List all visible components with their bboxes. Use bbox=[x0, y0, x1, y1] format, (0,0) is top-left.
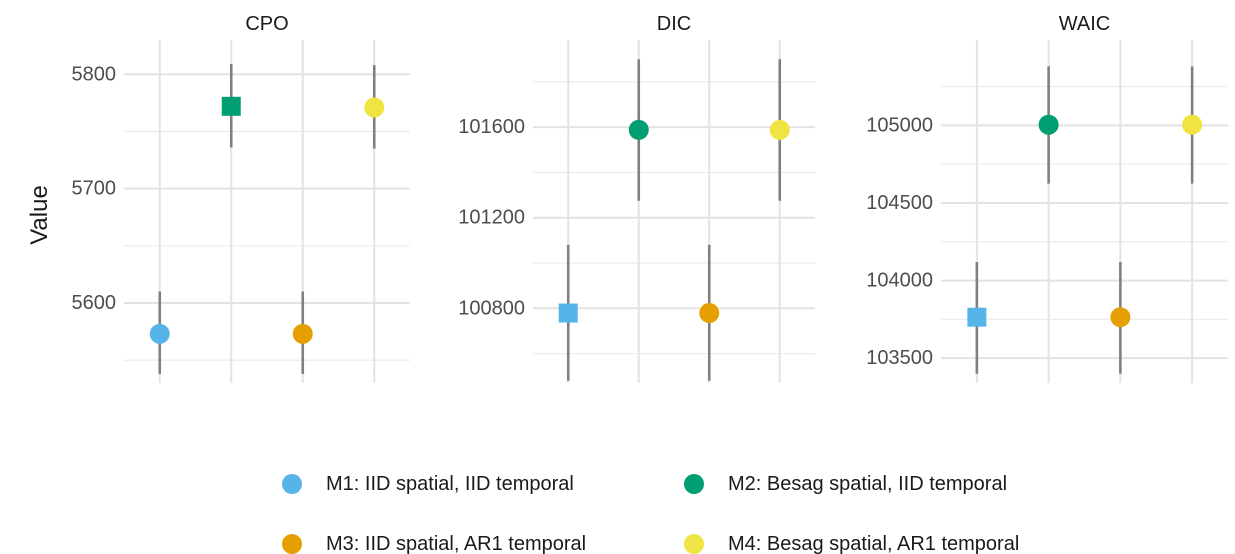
point-m3 bbox=[699, 303, 720, 324]
point-m2 bbox=[1038, 114, 1059, 135]
legend-item-m4: M4: Besag spatial, AR1 temporal bbox=[684, 533, 1019, 554]
legend-label: M4: Besag spatial, AR1 temporal bbox=[728, 533, 1019, 554]
panel-dic: 100800 101200 101600 DIC bbox=[458, 13, 815, 383]
legend-item-m3: M3: IID spatial, AR1 temporal bbox=[282, 533, 586, 554]
y-tick-label: 101200 bbox=[458, 207, 525, 229]
y-tick-label: 100800 bbox=[458, 297, 525, 319]
point-m4 bbox=[1182, 114, 1203, 135]
legend-swatch bbox=[684, 474, 704, 494]
y-tick-label: 101600 bbox=[458, 116, 525, 138]
panel-title: WAIC bbox=[1059, 13, 1110, 35]
y-tick-label: 103500 bbox=[866, 347, 933, 369]
y-axis-label: Value bbox=[26, 185, 53, 245]
y-tick-label: 5600 bbox=[72, 292, 117, 314]
point-m1 bbox=[967, 307, 987, 327]
legend-label: M3: IID spatial, AR1 temporal bbox=[326, 533, 586, 554]
legend: M1: IID spatial, IID temporal M2: Besag s… bbox=[282, 473, 1019, 554]
y-tick-label: 104500 bbox=[866, 192, 933, 214]
legend-label: M1: IID spatial, IID temporal bbox=[326, 473, 574, 495]
legend-item-m2: M2: Besag spatial, IID temporal bbox=[684, 473, 1007, 495]
legend-label: M2: Besag spatial, IID temporal bbox=[728, 473, 1007, 495]
y-tick-label: 5800 bbox=[72, 63, 117, 85]
point-m2 bbox=[221, 96, 241, 116]
panel-waic: 103500 104000 104500 105000 WAIC bbox=[866, 13, 1228, 383]
panel-cpo: 5600 5700 5800 CPO bbox=[72, 13, 410, 383]
legend-swatch bbox=[282, 474, 302, 494]
y-tick-label: 5700 bbox=[72, 178, 117, 200]
point-m3 bbox=[292, 323, 313, 344]
legend-swatch bbox=[282, 534, 302, 554]
panel-title: DIC bbox=[657, 13, 691, 35]
facet-panels: 5600 5700 5800 CPO 100800 101200 101600 DIC 1035… bbox=[72, 13, 1228, 383]
y-tick-label: 105000 bbox=[866, 114, 933, 136]
y-tick-label: 104000 bbox=[866, 270, 933, 292]
point-m4 bbox=[769, 119, 790, 140]
point-m3 bbox=[1110, 307, 1131, 328]
legend-item-m1: M1: IID spatial, IID temporal bbox=[282, 473, 574, 495]
point-m4 bbox=[364, 97, 385, 118]
point-m1 bbox=[558, 303, 578, 323]
point-m2 bbox=[628, 119, 649, 140]
point-m1 bbox=[149, 323, 170, 344]
panel-title: CPO bbox=[245, 13, 288, 35]
legend-swatch bbox=[684, 534, 704, 554]
